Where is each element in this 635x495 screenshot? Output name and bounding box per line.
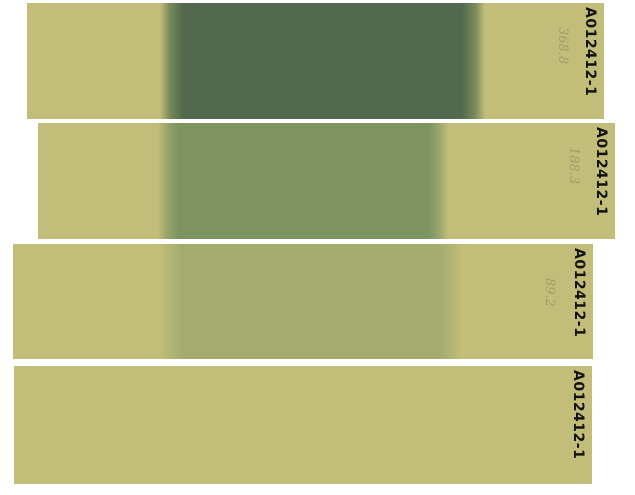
strip-label-4: A012412-1	[570, 370, 586, 460]
test-strip-3: 89.2 A012412-1	[13, 244, 593, 359]
strip-label-3: A012412-1	[571, 248, 587, 338]
strip-value-2: 188.3	[566, 147, 581, 185]
test-strip-1: 368.8 A012412-1	[27, 3, 604, 119]
strip-label-1: A012412-1	[582, 7, 598, 97]
test-strip-2: 188.3 A012412-1	[38, 123, 615, 239]
test-strip-4: A012412-1	[14, 366, 592, 484]
color-band-1	[160, 3, 485, 119]
color-band-3	[161, 244, 461, 359]
strip-value-3: 89.2	[542, 278, 557, 307]
color-band-2	[158, 123, 448, 239]
strip-label-2: A012412-1	[593, 127, 609, 217]
strip-value-1: 368.8	[555, 27, 570, 65]
